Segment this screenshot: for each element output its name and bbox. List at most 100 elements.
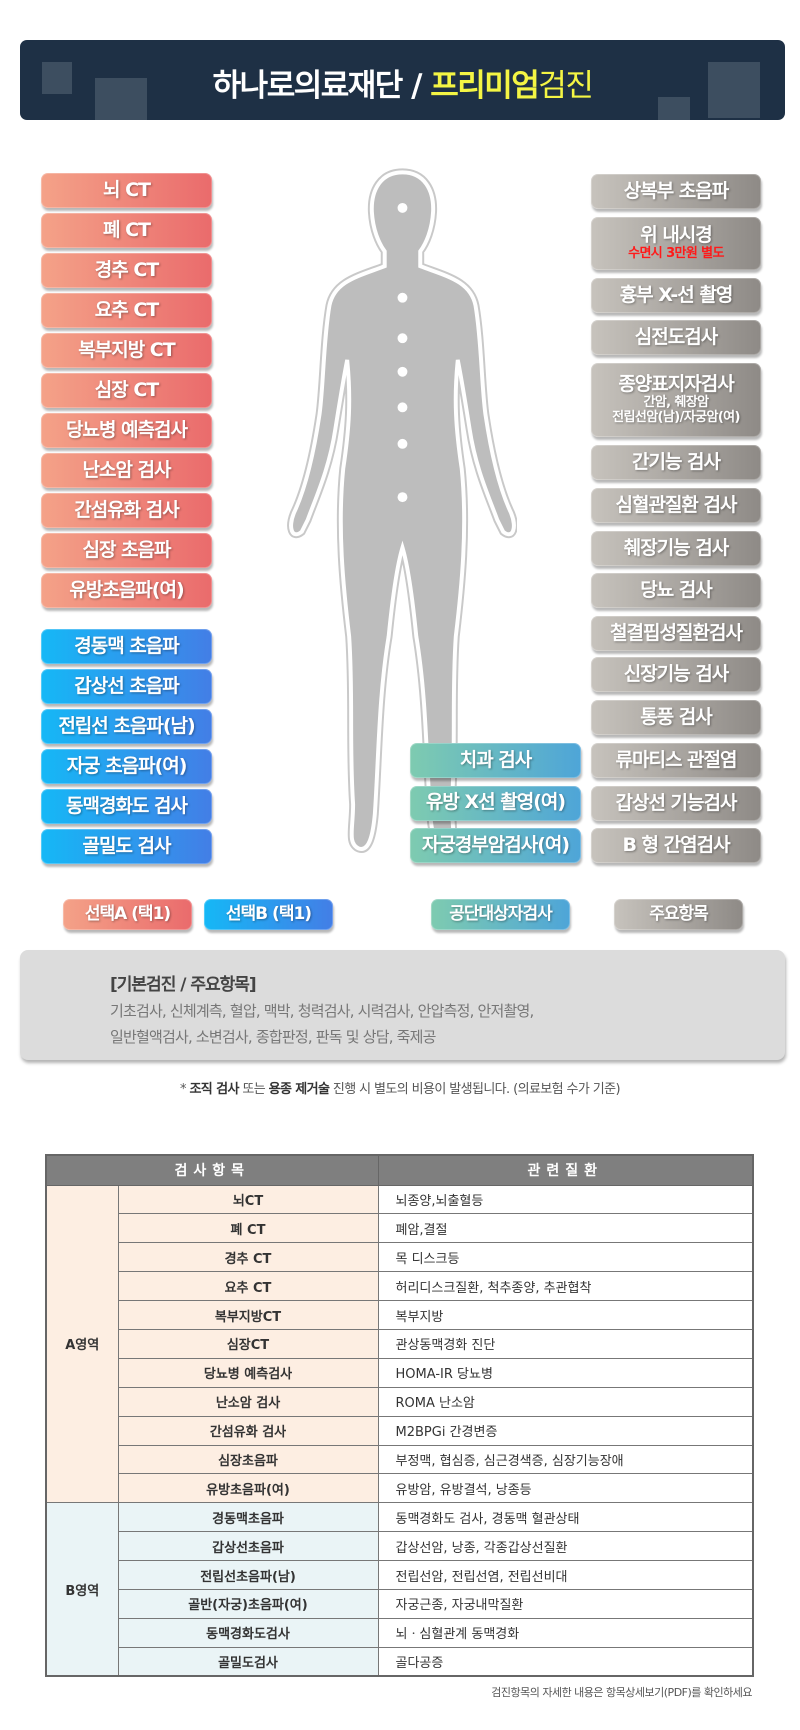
select-a-item[interactable]: 복부지방 CT: [41, 333, 212, 368]
public-exam-item[interactable]: 자궁경부암검사(여): [410, 828, 581, 863]
main-exam-item[interactable]: 상복부 초음파: [591, 174, 761, 209]
disease-cell: 골다공증: [377, 1646, 754, 1677]
table-row: 심장초음파 부정맥, 협심증, 심근경색증, 심장기능장애: [46, 1444, 754, 1475]
disease-cell: 부정맥, 협심증, 심근경색증, 심장기능장애: [377, 1444, 754, 1475]
select-a-item[interactable]: 요추 CT: [41, 293, 212, 328]
select-a-item[interactable]: 당뇨병 예측검사: [41, 413, 212, 448]
button-label: 류마티스 관절염: [615, 748, 738, 771]
exam-name-cell: 동맥경화도검사: [117, 1617, 379, 1648]
cross-decoration-icon: [42, 62, 72, 94]
main-exam-item[interactable]: 췌장기능 검사: [591, 531, 761, 566]
disease-cell: 폐암,결절: [377, 1213, 754, 1244]
header-related-disease: 관련질환: [377, 1154, 754, 1186]
button-label: 갑상선 기능검사: [615, 791, 738, 814]
note-text: 진행 시 별도의 비용이 발생됩니다. (의료보험 수가 기준): [329, 1082, 621, 1097]
button-label: 복부지방 CT: [78, 338, 175, 361]
button-label: 골밀도 검사: [82, 834, 171, 857]
table-row: B영역 경동맥초음파 동맥경화도 검사, 경동맥 혈관상태: [45, 1502, 754, 1677]
basic-exam-line: 일반혈액검사, 소변검사, 종합판정, 판독 및 상담, 죽제공: [110, 1028, 436, 1046]
button-label: 공단대상자검사: [449, 903, 552, 924]
select-b-item[interactable]: 갑상선 초음파: [41, 669, 212, 704]
select-a-item[interactable]: 폐 CT: [41, 213, 212, 248]
exam-name-cell: 난소암 검사: [117, 1386, 379, 1417]
note-bold: 용종 제거술: [268, 1082, 330, 1097]
table-row: A영역 뇌CT 뇌종양,뇌출혈등: [45, 1184, 754, 1504]
table-row: 난소암 검사 ROMA 난소암: [46, 1386, 754, 1417]
main-exam-item[interactable]: 간기능 검사: [591, 445, 761, 480]
select-b-item[interactable]: 경동맥 초음파: [41, 629, 212, 664]
select-a-item[interactable]: 심장 CT: [41, 373, 212, 408]
exam-name-cell: 뇌CT: [117, 1184, 379, 1215]
button-label: 뇌 CT: [103, 178, 151, 201]
select-a-item[interactable]: 간섬유화 검사: [41, 493, 212, 528]
basic-exam-list: 기초검사, 신체계측, 혈압, 맥박, 청력검사, 시력검사, 안압측정, 안저…: [110, 998, 534, 1050]
main-exam-item[interactable]: 류마티스 관절염: [591, 743, 761, 778]
main-exam-item[interactable]: 종양표지자검사 간암, 췌장암 전립선암(남)/자궁암(여): [591, 363, 761, 437]
public-exam-item[interactable]: 유방 X선 촬영(여): [410, 785, 581, 821]
exam-name-cell: 당뇨병 예측검사: [117, 1357, 379, 1388]
body-point-marker: [397, 333, 408, 344]
cross-decoration-icon: [95, 78, 147, 120]
button-label: 심전도검사: [634, 325, 718, 348]
button-label: 경추 CT: [94, 258, 159, 281]
main-exam-item[interactable]: 당뇨 검사: [591, 573, 761, 608]
exam-name-cell: 골반(자궁)초음파(여): [117, 1588, 379, 1619]
table-row: 골밀도검사 골다공증: [46, 1646, 754, 1677]
main-exam-item[interactable]: 심혈관질환 검사: [591, 488, 761, 523]
legend-select-a-button[interactable]: 선택A (택1): [63, 899, 192, 930]
disease-cell: 관상동맥경화 진단: [377, 1328, 754, 1359]
main-exam-item[interactable]: 위 내시경 수면시 3만원 별도: [591, 217, 761, 270]
disease-cell: 동맥경화도 검사, 경동맥 혈관상태: [377, 1502, 754, 1533]
exam-name-cell: 갑상선초음파: [117, 1531, 379, 1562]
exam-name-cell: 유방초음파(여): [117, 1473, 379, 1504]
button-label: 간섬유화 검사: [74, 498, 179, 521]
select-a-item[interactable]: 난소암 검사: [41, 453, 212, 488]
body-point-marker: [397, 366, 408, 377]
select-b-item[interactable]: 골밀도 검사: [41, 829, 212, 864]
select-b-item[interactable]: 자궁 초음파(여): [41, 749, 212, 784]
exam-name-cell: 요추 CT: [117, 1271, 379, 1302]
disease-cell: 뇌종양,뇌출혈등: [377, 1184, 754, 1215]
exam-table: 검사항목 관련질환 A영역 뇌CT 뇌종양,뇌출혈등 폐 CT 폐암,결절 경추 CT 목 디…: [45, 1154, 754, 1678]
button-label: 유방 X선 촬영(여): [425, 791, 566, 814]
button-label: 심장 CT: [94, 378, 159, 401]
select-a-item[interactable]: 뇌 CT: [41, 173, 212, 208]
button-label: 종양표지자검사: [618, 373, 734, 396]
page-title: 하나로의료재단 / 프리미엄검진: [20, 60, 785, 105]
exam-name-cell: 복부지방CT: [117, 1300, 379, 1330]
main-exam-item[interactable]: 갑상선 기능검사: [591, 786, 761, 821]
select-a-item[interactable]: 경추 CT: [41, 253, 212, 288]
exam-name-cell: 심장초음파: [117, 1444, 379, 1475]
select-b-item[interactable]: 전립선 초음파(남): [41, 709, 212, 744]
body-point-marker: [397, 438, 408, 449]
button-label: 당뇨 검사: [640, 578, 713, 601]
public-exam-item[interactable]: 치과 검사: [410, 743, 581, 778]
button-label: 유방초음파(여): [69, 578, 184, 601]
button-label: 당뇨병 예측검사: [66, 418, 188, 441]
legend-select-b-button[interactable]: 선택B (택1): [204, 899, 333, 930]
disease-cell: HOMA-IR 당뇨병: [377, 1357, 754, 1388]
main-exam-item[interactable]: 통풍 검사: [591, 700, 761, 735]
body-point-marker: [397, 202, 408, 213]
main-exam-item[interactable]: 철결핍성질환검사: [591, 616, 761, 651]
button-label: 자궁경부암검사(여): [421, 833, 570, 856]
group-label: B영역: [45, 1502, 119, 1677]
legend-public-button[interactable]: 공단대상자검사: [431, 899, 570, 930]
table-row: 골반(자궁)초음파(여) 자궁근종, 자궁내막질환: [46, 1588, 754, 1619]
button-label: 주요항목: [649, 903, 709, 924]
main-exam-item[interactable]: 심전도검사: [591, 320, 761, 355]
main-exam-item[interactable]: B 형 간염검사: [591, 828, 761, 863]
select-a-item[interactable]: 심장 초음파: [41, 533, 212, 568]
main-exam-item[interactable]: 신장기능 검사: [591, 657, 761, 692]
select-b-item[interactable]: 동맥경화도 검사: [41, 789, 212, 824]
table-row: 요추 CT 허리디스크질환, 척추종양, 추관협착: [46, 1271, 754, 1302]
button-label: 흉부 X-선 촬영: [619, 283, 734, 306]
select-a-item[interactable]: 유방초음파(여): [41, 573, 212, 608]
exam-name-cell: 심장CT: [117, 1328, 379, 1359]
table-row: 전립선초음파(남) 전립선암, 전립선염, 전립선비대: [46, 1560, 754, 1590]
main-exam-item[interactable]: 흉부 X-선 촬영: [591, 278, 761, 313]
disease-cell: 복부지방: [377, 1300, 754, 1330]
disease-cell: 유방암, 유방결석, 낭종등: [377, 1473, 754, 1504]
legend-main-button[interactable]: 주요항목: [614, 899, 743, 930]
table-header-row: 검사항목 관련질환: [45, 1154, 754, 1186]
